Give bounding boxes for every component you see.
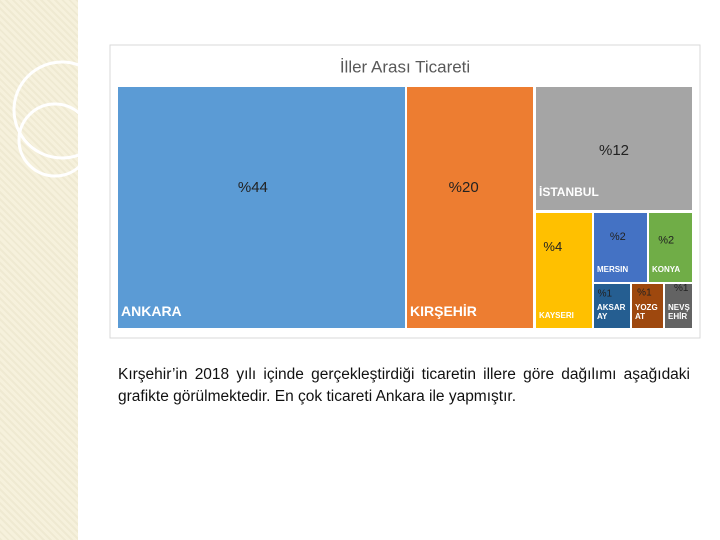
treemap-cell: [594, 213, 647, 282]
category-label-box: KONYA: [652, 266, 681, 274]
category-label-box: YOZGAT: [635, 304, 658, 321]
treemap-cell: [407, 87, 533, 328]
treemap-cell: [118, 87, 405, 328]
value-label: %1: [674, 283, 689, 294]
value-label: %44: [238, 179, 268, 196]
treemap-cell: [665, 284, 692, 328]
treemap-cell: [536, 87, 692, 210]
circles: [12, 60, 78, 178]
treemap-cell: [649, 213, 692, 282]
category-label: KONYA: [652, 266, 681, 274]
category-label: KIRŞEHİR: [410, 304, 477, 319]
treemap-cell: [594, 284, 630, 328]
category-label-box: İSTANBUL: [539, 186, 599, 199]
category-label: ANKARA: [121, 304, 182, 319]
category-label: NEVŞEHİR: [668, 304, 690, 321]
category-label-box: KAYSERİ: [539, 312, 574, 320]
value-label: %12: [599, 142, 629, 159]
value-label: %20: [449, 179, 479, 196]
category-label-box: KIRŞEHİR: [410, 304, 477, 319]
category-label-box: ANKARA: [121, 304, 182, 319]
value-label: %2: [658, 235, 674, 247]
category-label-box: NEVŞEHİR: [668, 304, 690, 321]
decoration: [0, 0, 78, 540]
value-label: %2: [610, 231, 626, 243]
category-label: İSTANBUL: [539, 186, 599, 199]
category-label-box: AKSARAY: [597, 304, 626, 321]
treemap-cell: [536, 213, 592, 328]
value-label: %1: [598, 288, 613, 299]
chart-title: İller Arası Ticareti: [340, 57, 470, 76]
category-label: YOZGAT: [635, 304, 658, 321]
category-label: KAYSERİ: [539, 312, 574, 320]
value-label: %4: [543, 239, 562, 254]
category-label-box: MERSİN: [597, 266, 629, 274]
body-text: Kırşehir’in 2018 yılı içinde gerçekleşti…: [118, 366, 690, 405]
category-label: MERSİN: [597, 266, 629, 274]
category-label: AKSARAY: [597, 304, 626, 321]
treemap-cell: [632, 284, 663, 328]
value-label: %1: [637, 287, 652, 298]
